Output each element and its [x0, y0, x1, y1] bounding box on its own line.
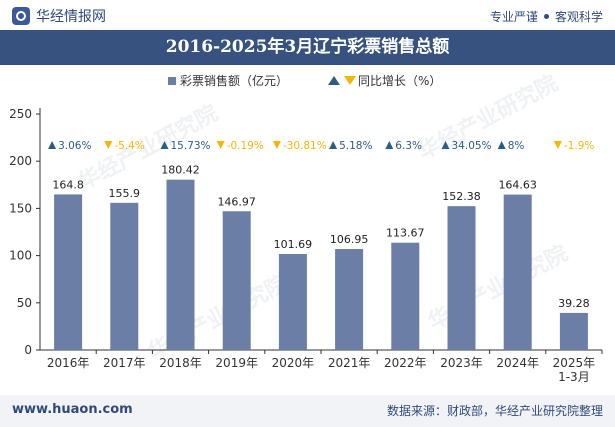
- bar-value-label: 106.95: [330, 233, 369, 246]
- yoy-value-label: -0.19%: [227, 140, 264, 152]
- legend-label-yoy: 同比增长（%）: [358, 74, 441, 88]
- x-tick-label: 2021年: [328, 356, 371, 370]
- bar: [559, 312, 588, 350]
- x-tick-label: 2017年: [103, 356, 146, 370]
- x-tick-label: 2022年: [384, 356, 427, 370]
- bar-value-label: 164.63: [498, 179, 537, 192]
- yoy-up-icon: [329, 141, 338, 149]
- bar-value-label: 155.9: [109, 187, 141, 200]
- x-tick-label: 1-3月: [558, 370, 590, 384]
- y-tick-label: 50: [17, 296, 32, 310]
- yoy-value-label: 34.05%: [452, 140, 492, 152]
- yoy-down-icon: [553, 141, 562, 149]
- yoy-up-icon: [48, 141, 57, 149]
- y-tick-label: 0: [24, 343, 32, 357]
- x-tick-label: 2020年: [272, 356, 315, 370]
- legend-up-triangle-icon: [328, 76, 340, 85]
- footer: www.huaon.com 数据来源：财政部，华经产业研究院整理: [0, 395, 615, 427]
- y-tick-label: 150: [9, 201, 32, 215]
- chart-title: 2016-2025年3月辽宁彩票销售总额: [0, 30, 615, 65]
- bar-value-label: 39.28: [558, 297, 590, 310]
- footer-url[interactable]: www.huaon.com: [12, 402, 133, 417]
- yoy-value-label: 8%: [508, 140, 525, 152]
- bar: [503, 194, 532, 350]
- y-tick-label: 250: [9, 107, 32, 121]
- yoy-down-icon: [272, 141, 281, 149]
- yoy-down-icon: [216, 141, 225, 149]
- slogan-right: 客观科学: [554, 10, 603, 24]
- bar: [447, 206, 476, 350]
- slogan-left: 专业严谨: [489, 10, 538, 24]
- bar-value-label: 180.42: [161, 164, 200, 177]
- legend-swatch-sales: [168, 77, 176, 85]
- y-tick-label: 100: [9, 249, 32, 263]
- x-tick-label: 2016年: [47, 356, 90, 370]
- bar-chart: 彩票销售额（亿元） 同比增长（%） 0 50 100 150 200 250 164.8 2016…: [9, 73, 603, 384]
- yoy-value-label: 5.18%: [339, 140, 372, 152]
- bar-value-label: 164.8: [52, 178, 84, 191]
- yoy-up-icon: [497, 141, 506, 149]
- bar-value-label: 101.69: [274, 238, 313, 251]
- bar-value-label: 152.38: [442, 190, 481, 203]
- x-tick-label: 2023年: [440, 356, 483, 370]
- bar-value-label: 113.67: [386, 227, 425, 240]
- x-tick-label: 2025年: [553, 356, 596, 370]
- bar: [222, 211, 251, 350]
- yoy-value-label: -30.81%: [283, 140, 327, 152]
- bar: [278, 254, 307, 350]
- yoy-value-label: 15.73%: [171, 140, 211, 152]
- legend-label-sales: 彩票销售额（亿元）: [180, 73, 288, 88]
- yoy-up-icon: [385, 141, 394, 149]
- x-tick-label: 2024年: [496, 356, 539, 370]
- x-tick-label: 2019年: [215, 356, 258, 370]
- yoy-value-label: 3.06%: [58, 140, 91, 152]
- yoy-down-icon: [104, 141, 113, 149]
- footer-source: 数据来源：财政部，华经产业研究院整理: [386, 404, 603, 418]
- yoy-value-label: 6.3%: [395, 140, 422, 152]
- bar: [110, 202, 139, 350]
- bar: [166, 179, 195, 350]
- bar: [391, 242, 420, 350]
- yoy-up-icon: [160, 141, 169, 149]
- brand-name: 华经情报网: [36, 9, 106, 25]
- x-tick-label: 2018年: [159, 356, 202, 370]
- yoy-up-icon: [441, 141, 450, 149]
- bar: [54, 194, 83, 350]
- bullet-icon: [543, 14, 549, 19]
- slogan: 专业严谨 客观科学: [490, 8, 603, 25]
- brand-logo-icon: [12, 7, 30, 25]
- yoy-value-label: -5.4%: [114, 140, 144, 152]
- bar: [335, 249, 364, 350]
- brand[interactable]: 华经情报网: [12, 6, 106, 26]
- bar-value-label: 146.97: [217, 195, 256, 208]
- yoy-value-label: -1.9%: [564, 140, 594, 152]
- legend-down-triangle-icon: [344, 76, 356, 85]
- top-bar: 华经情报网 专业严谨 客观科学: [0, 0, 615, 30]
- y-tick-label: 200: [9, 154, 32, 168]
